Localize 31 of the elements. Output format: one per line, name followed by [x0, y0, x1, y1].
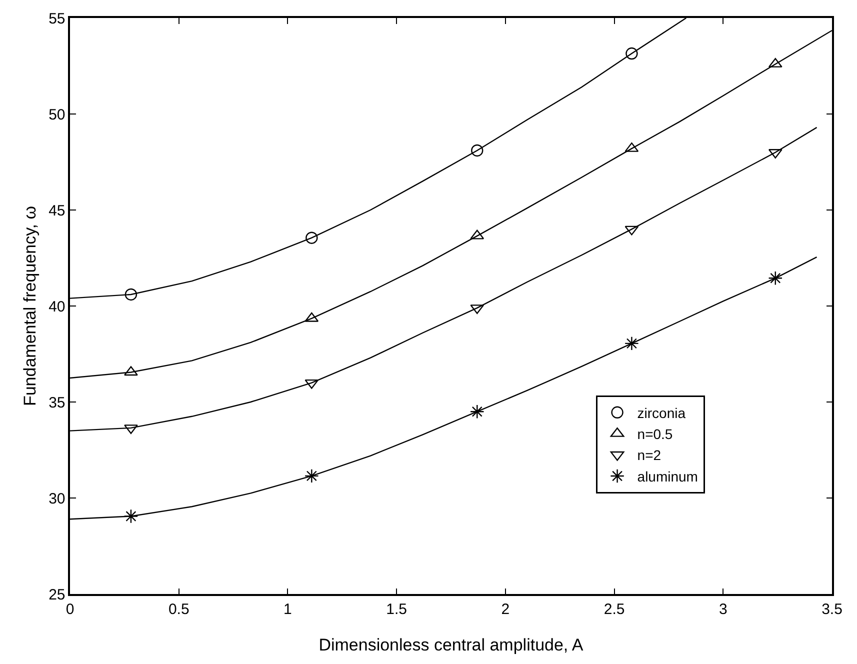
point	[768, 270, 783, 286]
point	[471, 144, 484, 157]
y-tick-label: 45	[48, 202, 66, 220]
x-tick-label: 2.5	[604, 600, 625, 618]
x-axis-title: Dimensionless central amplitude, A	[318, 636, 584, 655]
point	[124, 366, 138, 376]
y-axis-title: Fundamental frequency, ω	[20, 206, 40, 406]
legend-label: n=2	[637, 447, 662, 464]
x-tick-label: 1.5	[386, 600, 407, 618]
point	[626, 47, 638, 60]
x-tick-label: 1	[284, 600, 292, 618]
y-tick-label: 30	[48, 490, 66, 508]
legend-label: aluminum	[637, 468, 698, 484]
x-tick-label: 0.5	[168, 600, 190, 618]
y-tick-label: 55	[48, 10, 66, 28]
x-tick-label: 3	[718, 600, 728, 618]
y-tick-label: 40	[48, 298, 66, 316]
y-tick-label: 35	[48, 394, 66, 412]
x-tick-label: 2	[501, 600, 510, 618]
point	[124, 509, 138, 524]
point	[304, 468, 319, 484]
x-tick-label: 3.5	[822, 600, 842, 618]
point	[306, 232, 318, 244]
y-tick-label: 25	[48, 586, 66, 604]
legend-label: n=0.5	[637, 426, 673, 442]
point	[470, 404, 484, 419]
point	[124, 288, 138, 301]
x-tick-label: 0	[66, 600, 74, 618]
legend-label: zirconia	[637, 404, 686, 421]
point	[624, 336, 639, 351]
y-tick-label: 50	[48, 106, 66, 124]
